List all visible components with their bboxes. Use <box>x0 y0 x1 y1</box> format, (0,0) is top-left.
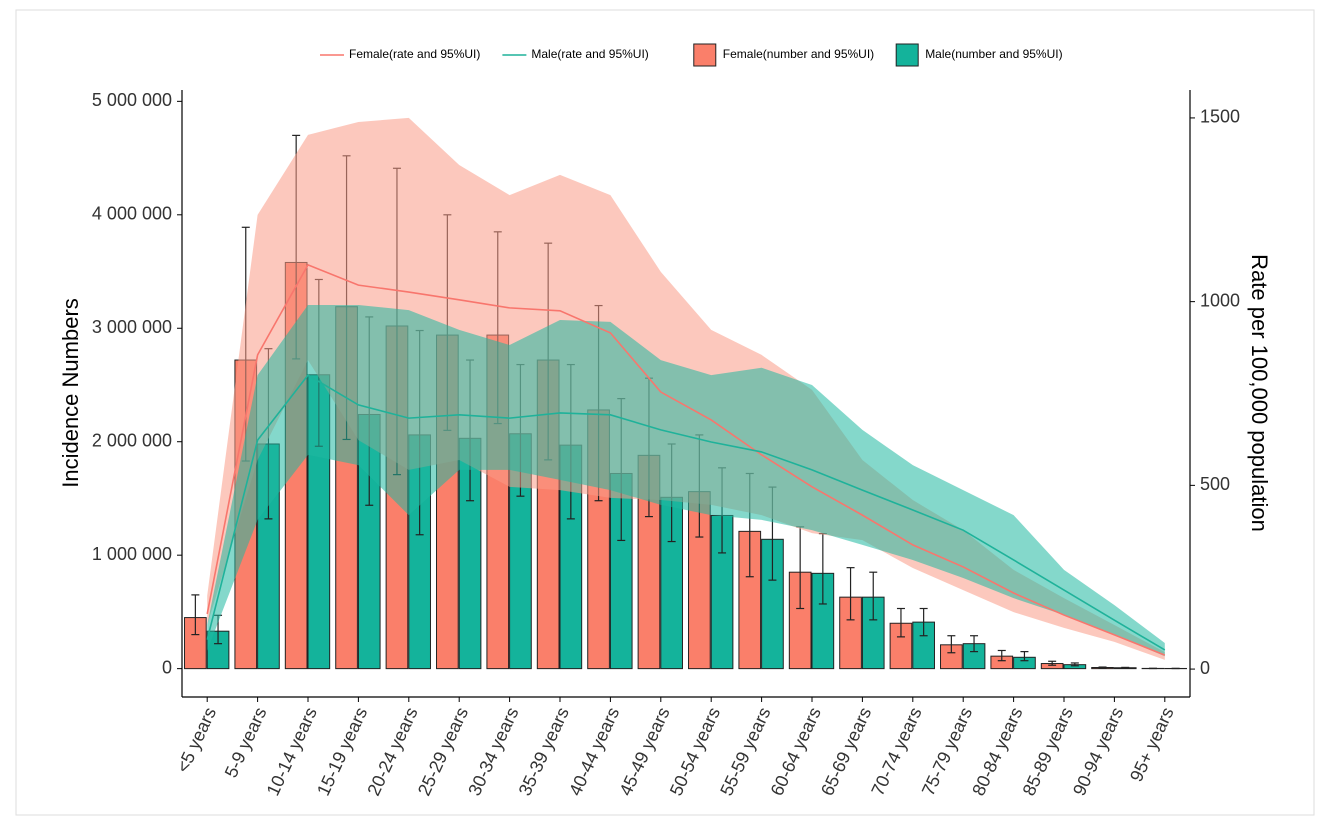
x-tick-label: 90-94 years <box>1069 704 1127 799</box>
legend: Female(rate and 95%UI) Male(rate and 95%U… <box>320 43 1063 67</box>
rate-line <box>206 263 1166 656</box>
error-bar <box>846 567 855 621</box>
legend-label: Male(number and 95%UI) <box>925 47 1062 61</box>
x-tick-label: <5 years <box>173 704 221 775</box>
x-tick-label: 20-24 years <box>363 704 421 799</box>
x-tick-label: 95+ years <box>1126 704 1178 785</box>
x-tick-label: 40-44 years <box>565 704 623 799</box>
error-bar <box>1121 666 1130 669</box>
x-tick-label: 70-74 years <box>867 704 925 799</box>
ribbon <box>207 304 1165 657</box>
y2-tick-label: 1500 <box>1200 107 1240 127</box>
x-tick-label: 15-19 years <box>313 704 371 799</box>
error-bar <box>896 607 905 638</box>
y2-tick-label: 500 <box>1200 474 1230 494</box>
x-tick-label: 75-79 years <box>918 704 976 799</box>
error-bar <box>947 635 956 654</box>
x-tick-label: 55-59 years <box>716 704 774 799</box>
error-bar <box>869 571 878 621</box>
y-tick-label: 3 000 000 <box>92 317 172 337</box>
y2-tick-label: 1000 <box>1200 290 1240 310</box>
bands-layer <box>207 117 1165 660</box>
x-tick-label: 30-34 years <box>464 704 522 799</box>
y-axis-title: Incidence Numbers <box>58 298 83 488</box>
x-tick-label: 65-69 years <box>817 704 875 799</box>
y2-axis-title: Rate per 100,000 population <box>1247 254 1272 532</box>
x-tick-label: 80-84 years <box>968 704 1026 799</box>
y-tick-label: 1 000 000 <box>92 544 172 564</box>
x-tick-label: 60-64 years <box>767 704 825 799</box>
legend-label: Male(rate and 95%UI) <box>531 47 648 61</box>
x-tick-label: 5-9 years <box>221 704 271 780</box>
y-tick-label: 2 000 000 <box>92 430 172 450</box>
error-bar <box>1020 651 1029 662</box>
y-tick-label: 0 <box>162 657 172 677</box>
legend-label: Female(rate and 95%UI) <box>349 47 480 61</box>
error-bar <box>1070 662 1079 667</box>
legend-label: Female(number and 95%UI) <box>723 47 874 61</box>
x-tick-label: 25-29 years <box>414 704 472 799</box>
frame <box>15 9 1315 816</box>
legend-swatch <box>895 43 919 67</box>
rate-line <box>206 374 1166 651</box>
y-tick-label: 4 000 000 <box>92 204 172 224</box>
y-tick-label: 5 000 000 <box>92 90 172 110</box>
x-tick-label: 45-49 years <box>615 704 673 799</box>
error-bar <box>191 594 200 636</box>
x-tick-label: 35-39 years <box>515 704 573 799</box>
x-tick-label: 50-54 years <box>666 704 724 799</box>
y2-tick-label: 0 <box>1200 658 1210 678</box>
x-tick-label: 10-14 years <box>263 704 321 799</box>
x-tick-label: 85-89 years <box>1019 704 1077 799</box>
error-bar <box>1098 666 1107 669</box>
legend-swatch <box>693 43 717 67</box>
error-bar <box>970 635 979 653</box>
error-bar <box>919 607 928 637</box>
error-bar <box>1048 660 1057 666</box>
lines-layer <box>206 263 1166 656</box>
error-bar <box>997 649 1006 662</box>
